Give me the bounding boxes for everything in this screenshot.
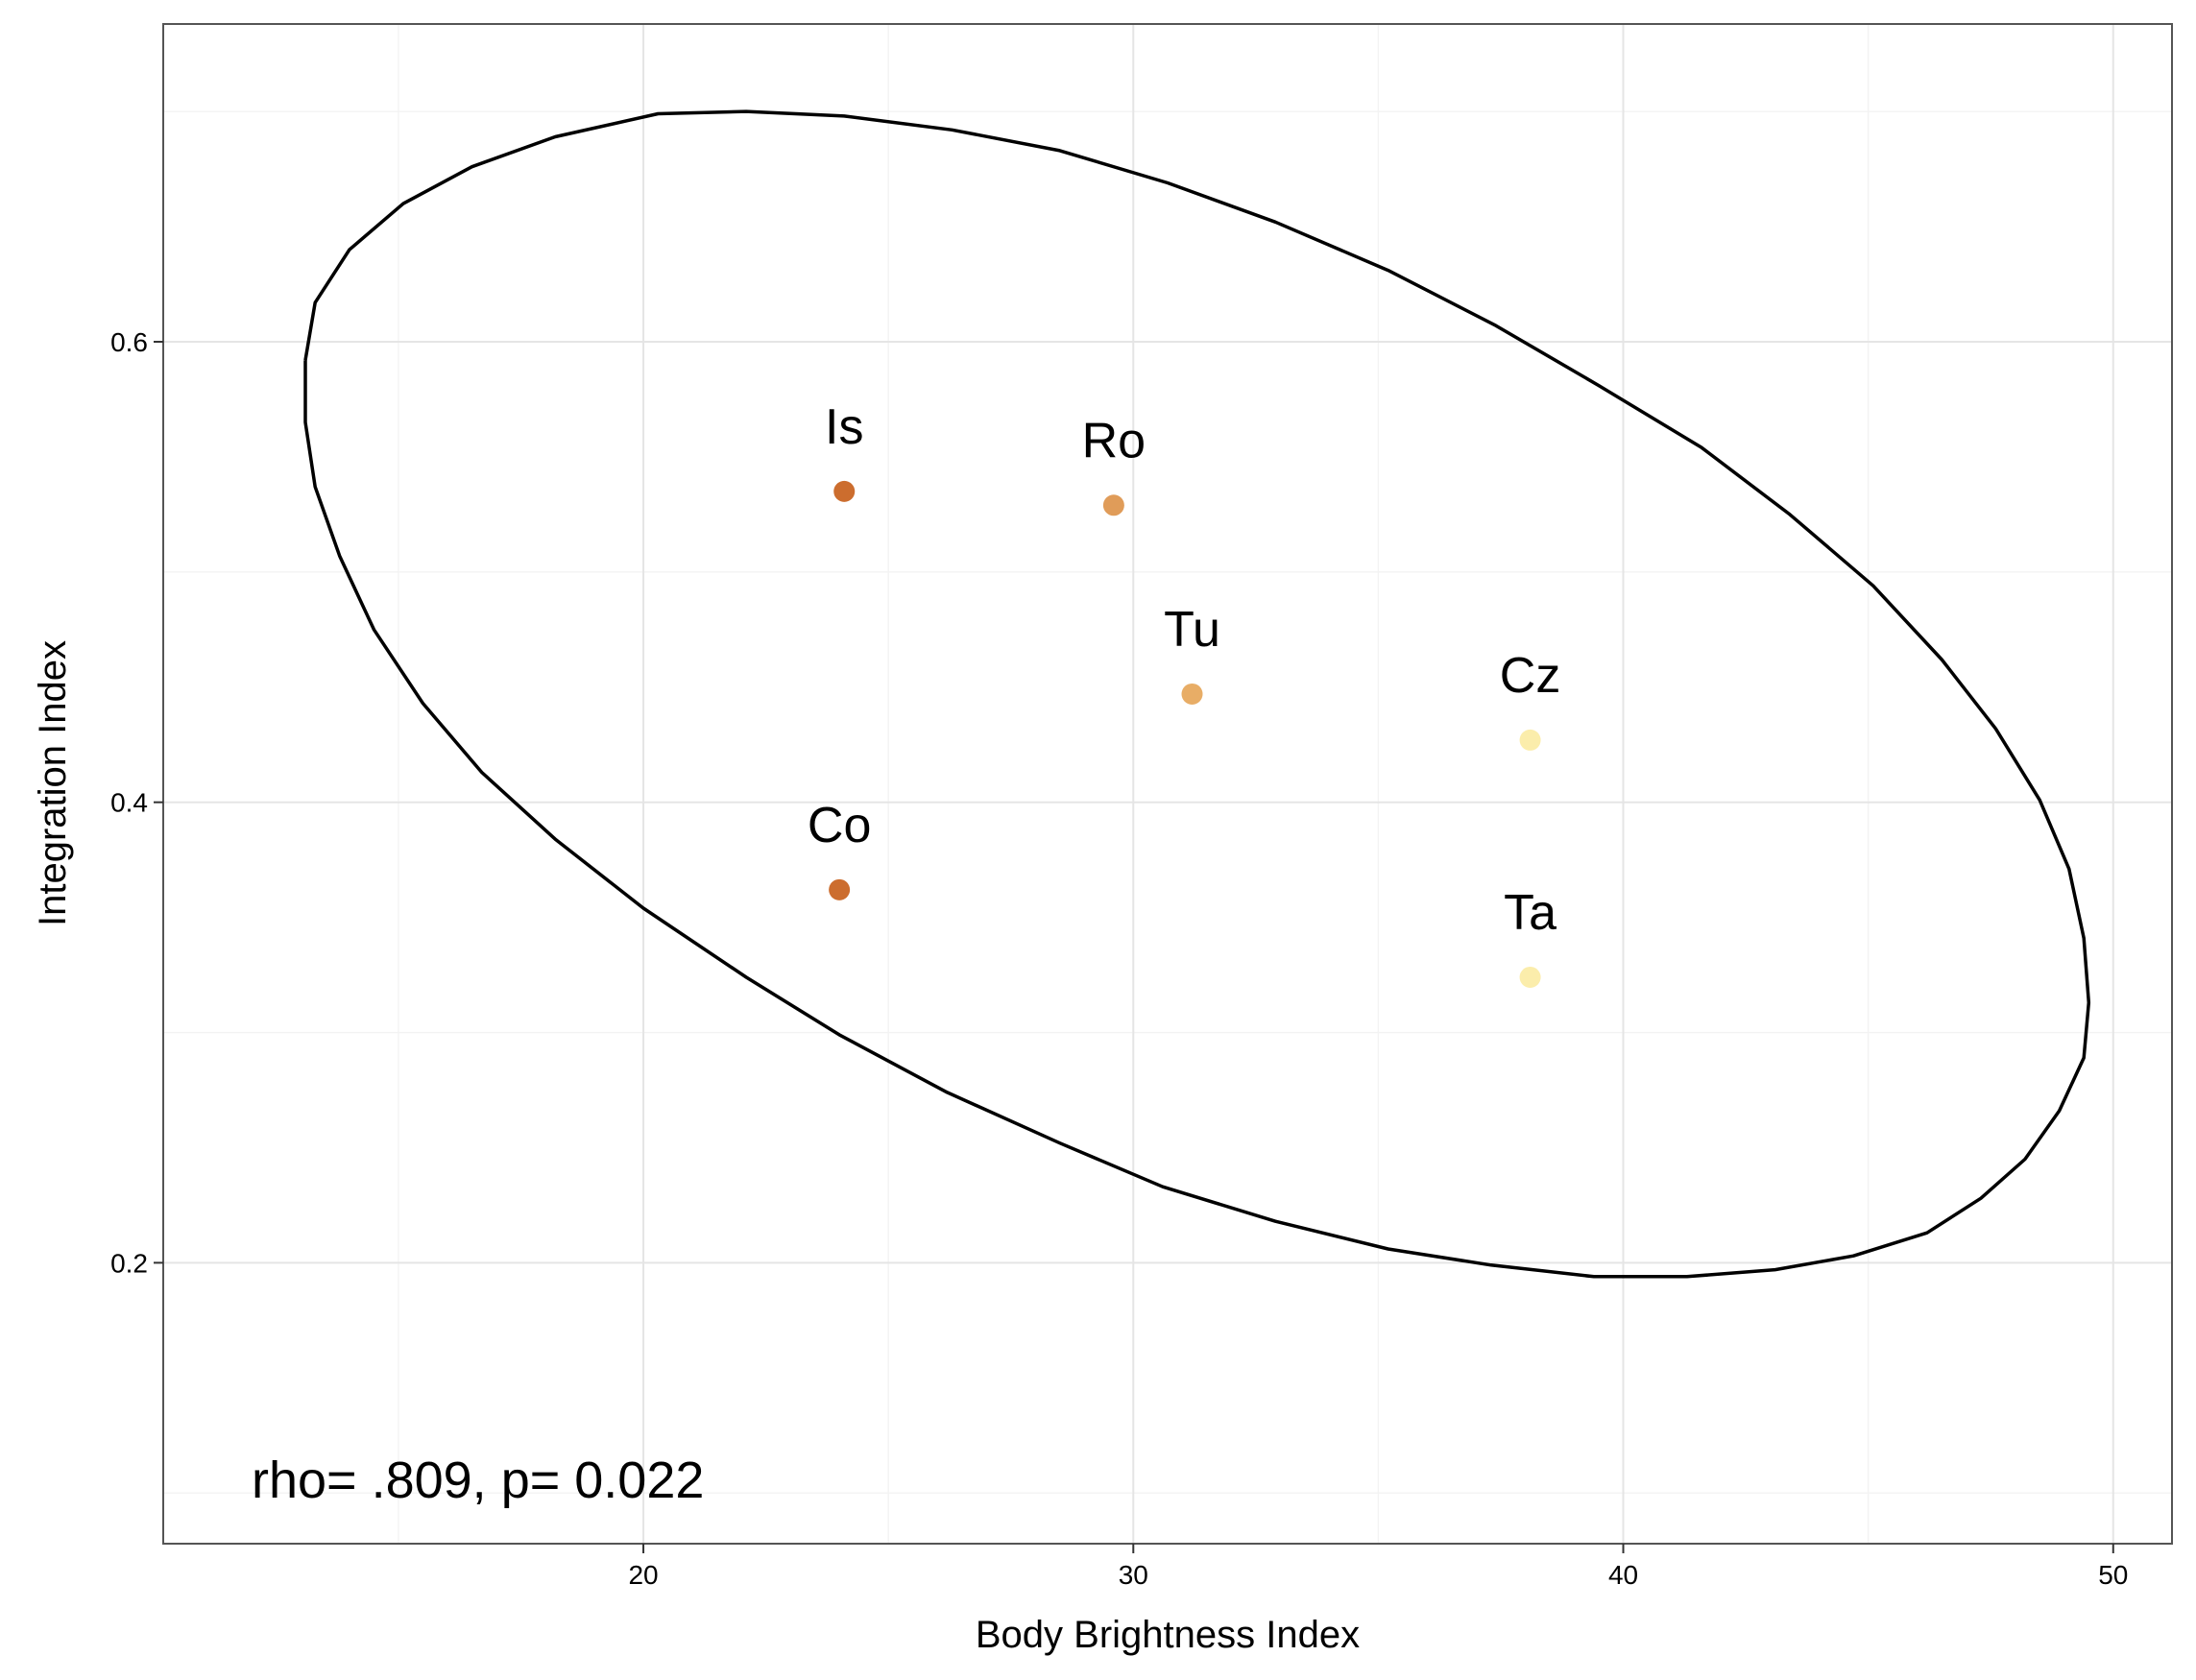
- x-tick-label: 20: [628, 1560, 658, 1590]
- x-tick-label: 50: [2098, 1560, 2128, 1590]
- data-point: [829, 878, 851, 900]
- x-tick-label: 30: [1119, 1560, 1148, 1590]
- confidence-ellipse: [303, 109, 2091, 1279]
- y-axis-title: Integration Index: [32, 640, 74, 926]
- point-label: Ro: [1082, 413, 1146, 468]
- x-axis-title: Body Brightness Index: [976, 1614, 1360, 1656]
- y-axis: 0.2 0.4 0.6: [110, 327, 163, 1278]
- point-label: Co: [808, 798, 871, 853]
- data-point: [1102, 494, 1124, 516]
- data-point: [1519, 966, 1541, 988]
- panel-background: [163, 24, 2172, 1544]
- confidence-ellipse-layer: [303, 109, 2091, 1279]
- point-label: Tu: [1164, 602, 1220, 658]
- grid-lines: [163, 24, 2172, 1544]
- point-label: Is: [825, 399, 863, 455]
- data-point: [1519, 729, 1541, 751]
- point-label: Cz: [1500, 648, 1561, 704]
- data-point: [1181, 683, 1203, 705]
- x-axis: 20 30 40 50: [628, 1544, 2128, 1590]
- y-tick-label: 0.2: [110, 1248, 148, 1278]
- y-tick-label: 0.6: [110, 327, 148, 357]
- point-labels-layer: Is Ro Tu Cz Co Ta: [808, 399, 1560, 941]
- points-layer: [829, 480, 1541, 988]
- y-tick-label: 0.4: [110, 788, 148, 818]
- data-point: [833, 480, 856, 502]
- x-tick-label: 40: [1608, 1560, 1638, 1590]
- point-label: Ta: [1504, 885, 1557, 941]
- correlation-annotation: rho= .809, p= 0.022: [252, 1452, 704, 1509]
- panel-border: [162, 23, 2173, 1545]
